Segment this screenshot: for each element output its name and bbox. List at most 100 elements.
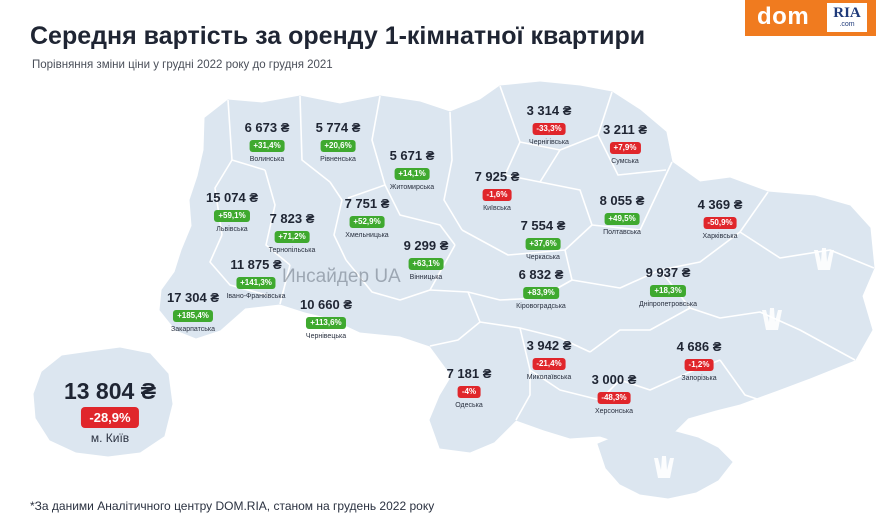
region-name: Тернопільська bbox=[268, 247, 316, 254]
region-change-badge: +185,4% bbox=[173, 310, 213, 322]
region-price: 3 942 ₴ bbox=[526, 338, 572, 353]
region-price: 7 181 ₴ bbox=[446, 366, 492, 381]
page-title: Середня вартість за оренду 1-кімнатної к… bbox=[30, 22, 646, 50]
region-label: 5 671 ₴ +14,1% Житомирська bbox=[390, 148, 435, 192]
region-label: 6 673 ₴ +31,4% Волинська bbox=[245, 120, 290, 164]
region-price: 6 832 ₴ bbox=[518, 267, 564, 282]
region-label: 9 937 ₴ +18,3% Дніпропетровська bbox=[639, 265, 697, 309]
region-change-badge: +113,6% bbox=[306, 317, 346, 329]
region-price: 4 686 ₴ bbox=[676, 339, 722, 354]
region-label: 3 314 ₴ -33,3% Чернігівська bbox=[527, 103, 572, 147]
region-label: 6 832 ₴ +83,9% Кіровоградська bbox=[516, 267, 566, 311]
region-label: 7 751 ₴ +52,9% Хмельницька bbox=[345, 196, 390, 240]
region-price: 7 823 ₴ bbox=[269, 211, 315, 226]
region-change-badge: +83,9% bbox=[523, 287, 559, 299]
page-subtitle: Порівняння зміни ціни у грудні 2022 року… bbox=[32, 59, 333, 71]
region-price: 9 299 ₴ bbox=[403, 238, 449, 253]
trident-emblems bbox=[654, 248, 834, 478]
region-label: 9 299 ₴ +63,1% Вінницька bbox=[404, 238, 449, 282]
kyiv-label: 13 804 ₴ -28,9% м. Київ bbox=[63, 378, 157, 445]
region-name: Івано-Франківська bbox=[226, 293, 286, 300]
region-name: Сумська bbox=[611, 158, 639, 165]
region-name: Хмельницька bbox=[345, 232, 389, 239]
region-label: 4 369 ₴ -50,9% Харківська bbox=[698, 197, 743, 241]
region-change-badge: +141,3% bbox=[236, 277, 276, 289]
region-price: 11 875 ₴ bbox=[230, 257, 282, 272]
region-change-badge: +49,5% bbox=[604, 213, 640, 225]
kyiv-name: м. Київ bbox=[90, 431, 130, 445]
region-label: 7 554 ₴ +37,6% Черкаська bbox=[521, 218, 566, 262]
dom-ria-logo: dom RIA .com bbox=[745, 0, 876, 36]
region-name: Волинська bbox=[249, 156, 285, 163]
region-label: 17 304 ₴ +185,4% Закарпатська bbox=[167, 290, 219, 334]
region-label: 3 942 ₴ -21,4% Миколаївська bbox=[527, 338, 572, 382]
region-change-badge: +71,2% bbox=[274, 231, 310, 243]
logo-dom-text: dom bbox=[757, 3, 810, 30]
logo-ria-text: RIA bbox=[833, 5, 861, 21]
kyiv-blob-shape bbox=[33, 347, 173, 457]
map-land bbox=[33, 81, 875, 499]
region-price: 3 211 ₴ bbox=[602, 122, 648, 137]
region-name: Житомирська bbox=[389, 184, 435, 191]
region-label: 3 000 ₴ -48,3% Херсонська bbox=[592, 372, 637, 416]
region-change-badge: -1,6% bbox=[482, 189, 512, 201]
region-price: 17 304 ₴ bbox=[166, 290, 220, 305]
region-name: Львівська bbox=[216, 226, 248, 233]
region-label: 7 181 ₴ -4% Одеська bbox=[447, 366, 492, 410]
region-price: 10 660 ₴ bbox=[299, 297, 353, 312]
region-label: 3 211 ₴ +7,9% Сумська bbox=[603, 122, 647, 166]
region-name: Дніпропетровська bbox=[638, 301, 698, 308]
region-label: 5 774 ₴ +20,6% Рівненська bbox=[316, 120, 361, 164]
region-name: Чернігівська bbox=[529, 139, 569, 146]
region-change-badge: +7,9% bbox=[609, 142, 641, 154]
region-label: 11 875 ₴ +141,3% Івано-Франківська bbox=[226, 257, 285, 301]
region-change-badge: +63,1% bbox=[408, 258, 444, 270]
region-change-badge: +37,6% bbox=[525, 238, 561, 250]
region-borders bbox=[209, 85, 875, 421]
region-change-badge: -4% bbox=[457, 386, 481, 398]
region-name: Рівненська bbox=[320, 156, 356, 163]
region-name: Чернівецька bbox=[305, 333, 347, 340]
region-change-badge: -50,9% bbox=[703, 217, 737, 229]
region-label: 15 074 ₴ +59,1% Львівська bbox=[206, 190, 258, 234]
trident-icon bbox=[762, 308, 782, 330]
region-name: Одеська bbox=[455, 402, 483, 409]
region-price: 8 055 ₴ bbox=[599, 193, 645, 208]
region-price: 5 671 ₴ bbox=[389, 148, 435, 163]
region-label: 8 055 ₴ +49,5% Полтавська bbox=[600, 193, 645, 237]
region-price: 9 937 ₴ bbox=[645, 265, 691, 280]
region-name: Полтавська bbox=[603, 229, 641, 236]
region-change-badge: +14,1% bbox=[394, 168, 430, 180]
region-price: 7 925 ₴ bbox=[474, 169, 520, 184]
region-name: Вінницька bbox=[409, 274, 443, 281]
region-price: 6 673 ₴ bbox=[244, 120, 290, 135]
kyiv-price: 13 804 ₴ bbox=[63, 378, 157, 404]
kyiv-change-badge: -28,9% bbox=[81, 407, 139, 428]
logo-ria-box: RIA .com bbox=[827, 3, 867, 32]
region-price: 7 751 ₴ bbox=[344, 196, 390, 211]
watermark-text: Инсайдер UA bbox=[282, 266, 401, 287]
region-price: 3 000 ₴ bbox=[591, 372, 637, 387]
region-name: Харківська bbox=[702, 233, 738, 240]
region-change-badge: +20,6% bbox=[320, 140, 356, 152]
region-price: 15 074 ₴ bbox=[205, 190, 259, 205]
region-name: Кіровоградська bbox=[516, 303, 566, 310]
trident-icon bbox=[654, 456, 674, 478]
region-change-badge: -1,2% bbox=[684, 359, 714, 371]
region-label: 10 660 ₴ +113,6% Чернівецька bbox=[300, 297, 352, 341]
region-change-badge: +31,4% bbox=[249, 140, 285, 152]
region-name: Запорізька bbox=[681, 375, 717, 382]
region-change-badge: -48,3% bbox=[597, 392, 631, 404]
region-price: 5 774 ₴ bbox=[315, 120, 361, 135]
footnote: *За даними Аналітичного центру DOM.RIA, … bbox=[30, 499, 435, 513]
trident-icon bbox=[814, 248, 834, 270]
region-change-badge: +18,3% bbox=[650, 285, 686, 297]
region-change-badge: -21,4% bbox=[532, 358, 566, 370]
region-price: 7 554 ₴ bbox=[520, 218, 566, 233]
region-name: Херсонська bbox=[594, 408, 634, 415]
logo-com-text: .com bbox=[839, 21, 855, 28]
region-change-badge: -33,3% bbox=[532, 123, 566, 135]
region-name: Київська bbox=[483, 205, 511, 212]
region-price: 3 314 ₴ bbox=[526, 103, 572, 118]
region-label: 7 925 ₴ -1,6% Київська bbox=[475, 169, 520, 213]
